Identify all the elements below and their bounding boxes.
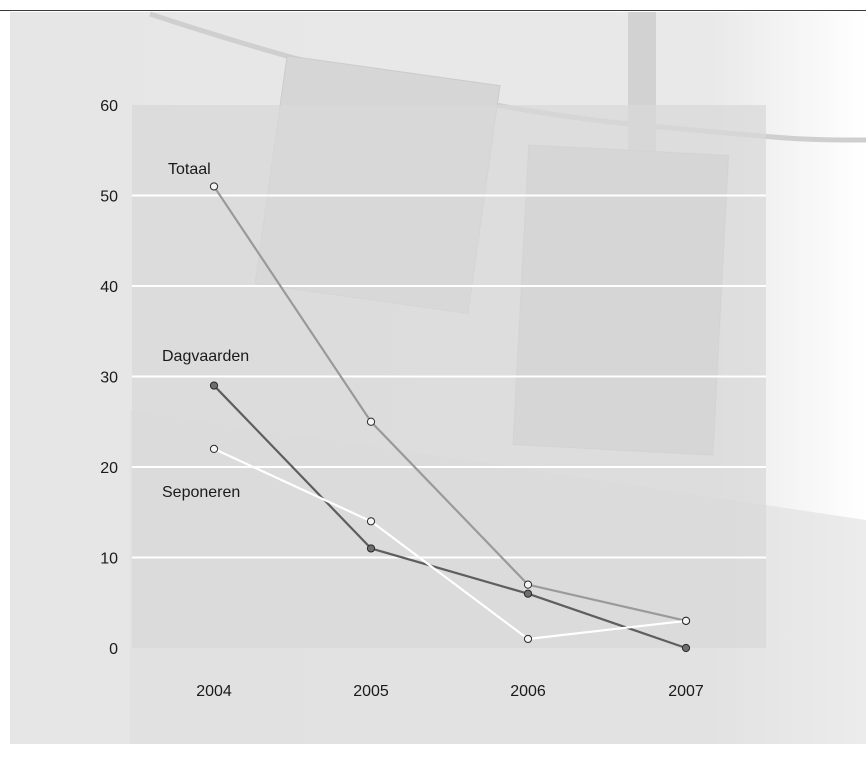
data-point-dagvaarden <box>681 643 691 653</box>
data-point-totaal <box>209 182 219 191</box>
series-labels: Totaal Dagvaarden Seponeren <box>162 161 249 501</box>
x-tick-label: 2004 <box>196 683 232 700</box>
series-layer <box>209 182 691 653</box>
y-tick-label: 30 <box>100 370 118 387</box>
data-point-seponeren <box>209 444 219 453</box>
y-tick-label: 40 <box>100 279 118 296</box>
data-point-dagvaarden <box>366 544 376 553</box>
x-tick-label: 2007 <box>668 683 704 700</box>
data-point-seponeren <box>366 517 376 526</box>
top-rule <box>0 10 866 11</box>
series-label-dagvaarden: Dagvaarden <box>162 348 249 365</box>
x-axis: 2004 2005 2006 2007 <box>196 683 704 700</box>
x-tick-label: 2006 <box>510 683 546 700</box>
series-label-seponeren: Seponeren <box>162 484 240 501</box>
series-label-totaal: Totaal <box>168 161 211 178</box>
y-tick-label: 20 <box>100 460 118 477</box>
y-tick-label: 60 <box>100 98 118 115</box>
y-tick-label: 50 <box>100 189 118 206</box>
series-line-totaal <box>213 185 687 622</box>
series-line-seponeren <box>213 447 687 641</box>
series-line-dagvaarden <box>213 384 687 650</box>
y-tick-label: 10 <box>100 551 118 568</box>
data-point-dagvaarden <box>523 589 533 598</box>
data-point-totaal <box>523 580 533 589</box>
data-point-seponeren <box>681 616 691 625</box>
data-point-seponeren <box>523 634 533 644</box>
y-tick-label: 0 <box>109 641 118 658</box>
gridlines <box>132 194 766 559</box>
data-point-dagvaarden <box>209 381 219 390</box>
data-point-totaal <box>366 417 376 426</box>
x-tick-label: 2005 <box>353 683 389 700</box>
y-axis: 0 10 20 30 40 50 60 <box>100 98 118 658</box>
